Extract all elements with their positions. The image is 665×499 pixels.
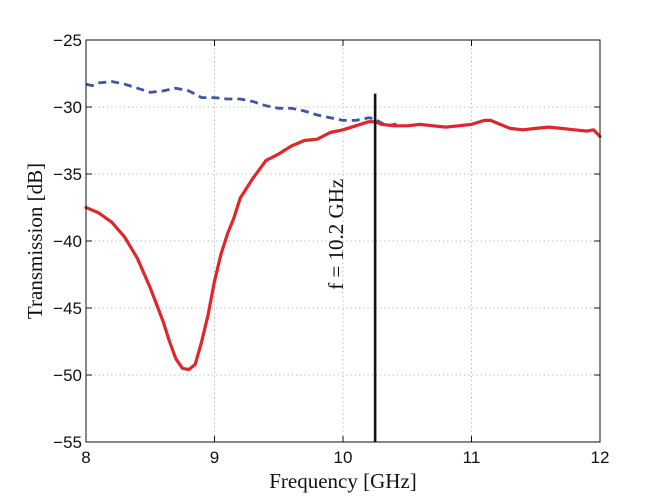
x-tick-label: 12 xyxy=(591,448,610,467)
y-tick-label: −35 xyxy=(53,165,82,184)
y-tick-label: −50 xyxy=(53,366,82,385)
series-layer xyxy=(84,80,602,372)
y-axis-label: Transmission [dB] xyxy=(23,163,47,319)
x-tick-label: 9 xyxy=(210,448,219,467)
grid xyxy=(86,40,600,442)
x-axis-label: Frequency [GHz] xyxy=(269,469,417,493)
x-tick-label: 11 xyxy=(463,448,481,467)
y-tick-label: −25 xyxy=(53,31,82,50)
y-tick-label: −45 xyxy=(53,299,82,318)
series-line-measured xyxy=(84,118,602,372)
x-tick-label: 8 xyxy=(81,448,90,467)
series-line-reference xyxy=(85,80,402,128)
y-tick-label: −40 xyxy=(53,232,82,251)
ticks: 8 9 10 11 12 −55 −50 −45 −40 −35 −30 −25 xyxy=(53,31,609,467)
y-tick-label: −30 xyxy=(53,98,82,117)
y-tick-label: −55 xyxy=(53,433,82,452)
annotation-layer: f = 10.2 GHz xyxy=(324,93,377,442)
frequency-annotation: f = 10.2 GHz xyxy=(324,179,348,290)
x-tick-label: 10 xyxy=(334,448,353,467)
